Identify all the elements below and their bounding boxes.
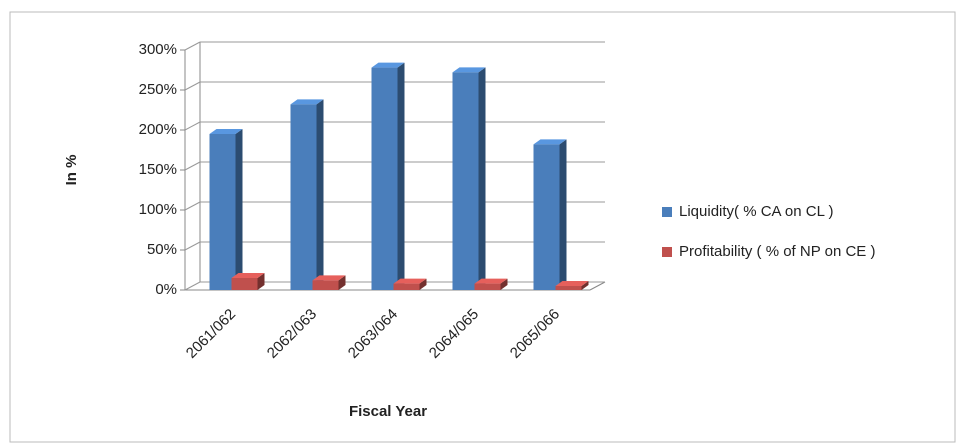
- bar: [474, 278, 508, 290]
- y-axis-title: In %: [63, 155, 80, 186]
- bar-front: [474, 283, 501, 290]
- bar-top: [555, 281, 589, 286]
- y-tick-label: 150%: [139, 161, 177, 178]
- bar-front: [290, 104, 317, 291]
- legend-label: Profitability ( % of NP on CE ): [679, 243, 876, 260]
- bar: [371, 62, 405, 290]
- bar-front: [231, 278, 258, 290]
- bar-side: [419, 278, 427, 290]
- bar-front: [533, 144, 560, 290]
- bar-front: [312, 280, 339, 290]
- y-tick-label: 50%: [147, 241, 177, 258]
- y-tick-label: 300%: [139, 41, 177, 58]
- bar-front: [555, 286, 582, 290]
- bar-side: [257, 273, 265, 290]
- legend-swatch: [662, 207, 672, 217]
- frame: [9, 11, 956, 443]
- bar: [231, 273, 265, 290]
- bar-front: [209, 134, 236, 290]
- x-tick-label: 2065/066: [507, 306, 563, 362]
- y-tick-label: 100%: [139, 201, 177, 218]
- bar: [555, 281, 589, 290]
- bar-top: [452, 67, 486, 73]
- bar-top: [231, 273, 265, 278]
- x-axis-title: Fiscal Year: [349, 403, 427, 420]
- x-tick-label: 2061/062: [183, 306, 239, 362]
- x-tick-label: 2064/065: [426, 306, 482, 362]
- bar: [393, 278, 427, 290]
- bar-top: [290, 99, 324, 105]
- bar-top: [533, 139, 567, 145]
- bar-top: [371, 62, 405, 68]
- grid-diag: [184, 241, 201, 251]
- legend-swatch: [662, 247, 672, 257]
- bar-top: [393, 278, 427, 284]
- bar-front: [393, 283, 420, 290]
- bar-side: [500, 278, 508, 290]
- bar-top: [209, 129, 243, 134]
- x-tick-label: 2062/063: [264, 306, 320, 362]
- bar-front: [452, 72, 479, 291]
- floor-right: [589, 281, 606, 291]
- grid-diag: [184, 121, 201, 131]
- grid-diag: [184, 281, 201, 291]
- bar: [209, 129, 243, 290]
- y-tick-label: 0%: [155, 281, 177, 298]
- bar-top: [312, 275, 346, 281]
- bar-side: [338, 275, 346, 290]
- y-tick-label: 200%: [139, 121, 177, 138]
- bar-side: [581, 281, 589, 290]
- bar-top: [474, 278, 508, 284]
- bar: [290, 99, 324, 291]
- bar: [312, 275, 346, 290]
- bar-side: [235, 129, 243, 290]
- bar-side: [478, 67, 486, 291]
- bar-side: [316, 99, 324, 291]
- x-tick-label: 2063/064: [345, 306, 401, 362]
- grid-diag: [184, 201, 201, 211]
- grid-diag: [184, 41, 201, 51]
- grid-diag: [184, 81, 201, 91]
- grid-diag: [184, 161, 201, 171]
- bar: [452, 67, 486, 291]
- bar: [533, 139, 567, 290]
- legend-label: Liquidity( % CA on CL ): [679, 203, 834, 220]
- bar-front: [371, 67, 398, 290]
- bar-side: [397, 62, 405, 290]
- bar-side: [559, 139, 567, 290]
- y-tick-label: 250%: [139, 81, 177, 98]
